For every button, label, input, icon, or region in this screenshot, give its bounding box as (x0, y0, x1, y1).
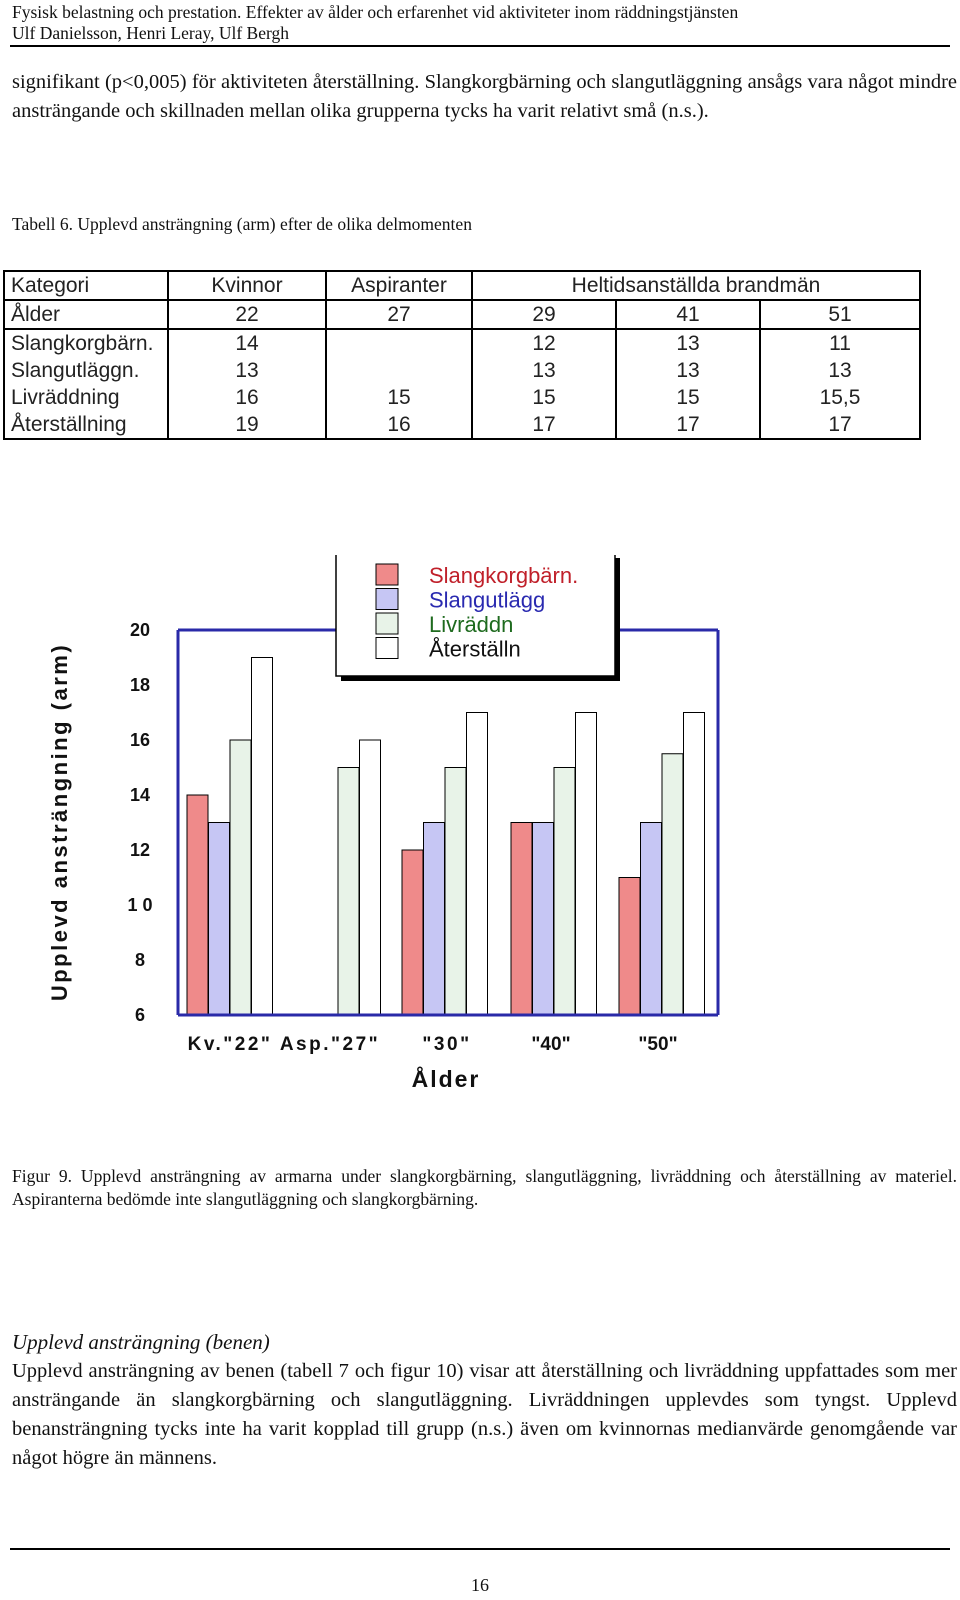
y-tick-label: 20 (130, 620, 150, 640)
table-cell: 13 (167, 357, 327, 384)
table-cell: Kvinnor (167, 270, 327, 301)
bar-0-0 (186, 794, 209, 1016)
figure-9-chart: 20 18 16 14 12 1 0 8 6 Kv."22" Asp."27" "30" "40" "5… (47, 555, 720, 1092)
legend-label: Slangutlägg (429, 588, 545, 613)
table-cell: 13 (615, 328, 761, 357)
table-cell: 15 (471, 384, 617, 411)
x-category-label: "40" (531, 1034, 570, 1055)
table-cell: 17 (471, 411, 617, 440)
bar-1-2 (337, 767, 360, 1016)
header-authors: Ulf Danielsson, Henri Leray, Ulf Bergh (12, 23, 290, 43)
figure-caption: Figur 9. Upplevd ansträngning av armarna… (12, 1166, 957, 1209)
x-category-label: "50" (638, 1034, 677, 1055)
legend-swatch (375, 588, 399, 610)
bar-2-1 (423, 822, 445, 1016)
table-row: Slangkorgbärn. 14 12 13 11 (3, 328, 921, 357)
table-header-row: Kategori Kvinnor Aspiranter Heltidsanstä… (3, 270, 921, 301)
bar-4-1 (640, 822, 662, 1016)
table-cell: 13 (615, 357, 761, 384)
table-cell: 51 (759, 299, 921, 330)
table-cell: 13 (759, 357, 921, 384)
y-tick-label: 18 (130, 675, 150, 695)
legend-swatch (375, 612, 399, 635)
table-row: Återställning 19 16 17 17 17 (3, 411, 921, 440)
bar-3-0 (510, 822, 533, 1016)
table-cell: Heltidsanställda brandmän (471, 270, 921, 301)
table-cell: Återställning (3, 411, 169, 440)
legend-label: Återställn (429, 637, 521, 662)
table-cell: Slangutläggn. (3, 357, 169, 384)
legend-label: Slangkorgbärn. (429, 563, 578, 588)
table-cell (325, 357, 473, 384)
bar-3-1 (532, 822, 554, 1016)
table-cell: Livräddning (3, 384, 169, 411)
table-cell: Slangkorgbärn. (3, 328, 169, 357)
table-cell: 15 (325, 384, 473, 411)
table-row: Slangutläggn. 13 13 13 13 (3, 357, 921, 384)
table-cell: 16 (325, 411, 473, 440)
x-category-label: "30" (422, 1034, 471, 1055)
x-axis-title: Ålder (412, 1065, 481, 1092)
table-cell: Kategori (3, 270, 169, 301)
legend-label: Livräddn (429, 612, 513, 637)
table-cell: 17 (759, 411, 921, 440)
bar-3-3 (575, 712, 597, 1016)
table-cell: 11 (759, 328, 921, 357)
x-category-label: Asp."27" (280, 1034, 380, 1055)
bar-1-3 (359, 739, 381, 1016)
table-cell: Aspiranter (325, 270, 473, 301)
table-cell: 41 (615, 299, 761, 330)
bar-4-0 (618, 877, 641, 1016)
section-heading: Upplevd ansträngning (benen) (12, 1330, 270, 1354)
bar-4-3 (683, 712, 705, 1016)
table-caption: Tabell 6. Upplevd ansträngning (arm) eft… (12, 214, 472, 234)
table-cell: 15,5 (759, 384, 921, 411)
bar-4-2 (661, 753, 684, 1016)
intro-paragraph: signifikant (p<0,005) för aktiviteten åt… (12, 71, 957, 122)
y-tick-label: 8 (135, 950, 145, 970)
legend-swatch (375, 637, 399, 659)
table-cell: 27 (325, 299, 473, 330)
bar-0-3 (251, 657, 273, 1016)
bar-2-3 (466, 712, 488, 1016)
bar-2-0 (401, 849, 424, 1016)
table-row: Livräddning 16 15 15 15 15,5 (3, 384, 921, 411)
y-tick-label: 1 0 (127, 895, 152, 915)
header-rule (10, 45, 950, 47)
table-cell: 14 (167, 328, 327, 357)
running-header: Fysisk belastning och prestation. Effekt… (12, 2, 738, 44)
section-body: Upplevd ansträngning av benen (tabell 7 … (12, 1360, 957, 1469)
table-cell: Ålder (3, 299, 169, 330)
table-cell: 13 (471, 357, 617, 384)
header-title: Fysisk belastning och prestation. Effekt… (12, 2, 739, 22)
bar-2-2 (444, 767, 467, 1016)
table-cell: 12 (471, 328, 617, 357)
bar-3-2 (553, 767, 576, 1016)
y-axis-title: Upplevd ansträngning (arm) (47, 643, 72, 1001)
page-number: 16 (471, 1575, 489, 1595)
table-cell: 29 (471, 299, 617, 330)
table-cell: 17 (615, 411, 761, 440)
table-6: Kategori Kvinnor Aspiranter Heltidsanstä… (3, 270, 921, 440)
table-cell: 19 (167, 411, 327, 440)
y-tick-label: 6 (135, 1005, 145, 1025)
footer-rule (10, 1548, 950, 1550)
bar-0-2 (229, 739, 252, 1016)
legend-swatch (375, 563, 399, 586)
table-cell: 16 (167, 384, 327, 411)
x-category-label: Kv."22" (188, 1034, 273, 1055)
bar-0-1 (208, 822, 230, 1016)
table-cell: 15 (615, 384, 761, 411)
y-tick-label: 16 (130, 730, 150, 750)
table-cell: 22 (167, 299, 327, 330)
table-age-row: Ålder 22 27 29 41 51 (3, 299, 921, 330)
y-tick-label: 12 (130, 840, 150, 860)
table-cell (325, 328, 473, 357)
y-tick-label: 14 (130, 785, 150, 805)
